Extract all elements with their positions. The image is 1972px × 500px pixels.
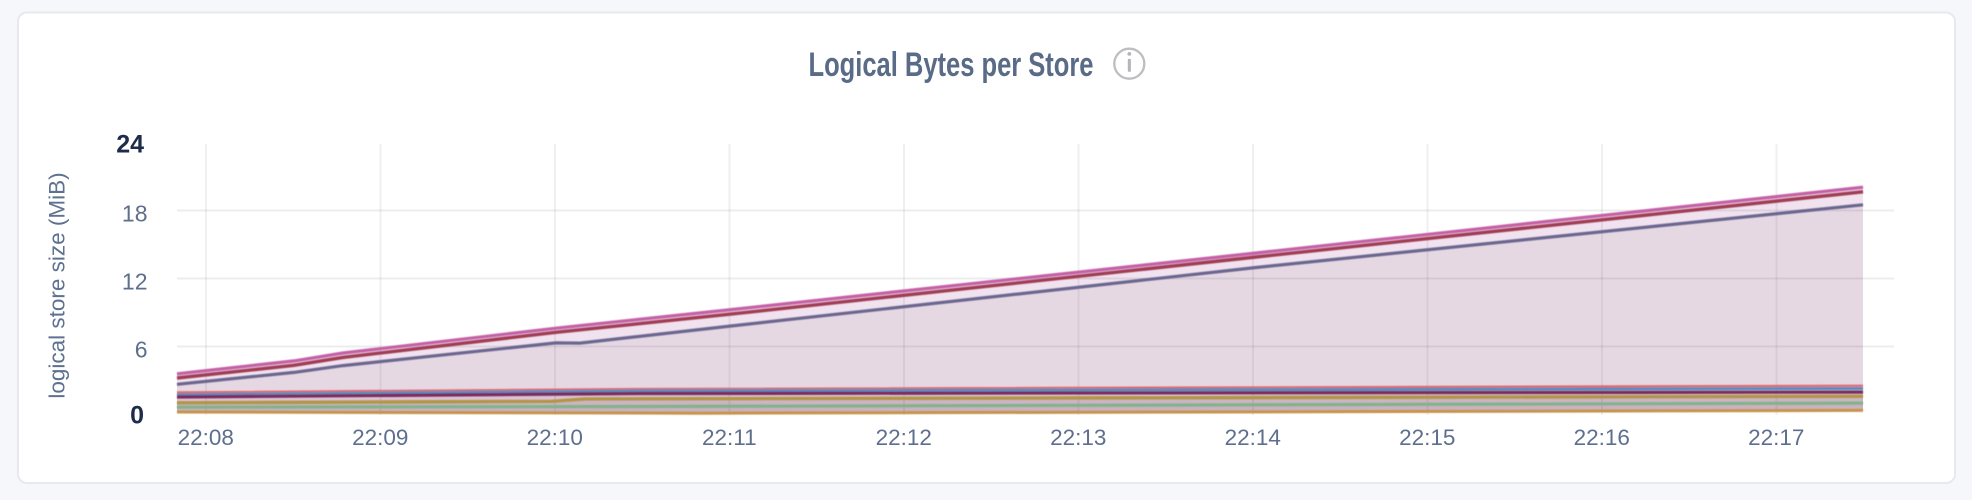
svg-text:0: 0 [130, 402, 144, 430]
svg-text:logical store size (MiB): logical store size (MiB) [45, 172, 70, 398]
svg-text:22:16: 22:16 [1574, 425, 1630, 450]
svg-text:22:17: 22:17 [1748, 425, 1804, 450]
svg-text:12: 12 [122, 269, 148, 295]
svg-text:18: 18 [122, 201, 148, 227]
svg-text:22:15: 22:15 [1399, 425, 1455, 450]
svg-text:24: 24 [116, 131, 144, 159]
svg-text:22:11: 22:11 [702, 425, 757, 450]
svg-text:22:10: 22:10 [527, 425, 583, 450]
svg-text:22:08: 22:08 [178, 425, 234, 450]
svg-text:22:14: 22:14 [1225, 425, 1281, 450]
svg-text:22:12: 22:12 [876, 425, 932, 450]
svg-text:22:13: 22:13 [1050, 425, 1106, 450]
svg-text:22:09: 22:09 [352, 425, 408, 450]
svg-text:Logical Bytes per Store: Logical Bytes per Store [809, 46, 1094, 84]
svg-text:6: 6 [135, 337, 148, 363]
